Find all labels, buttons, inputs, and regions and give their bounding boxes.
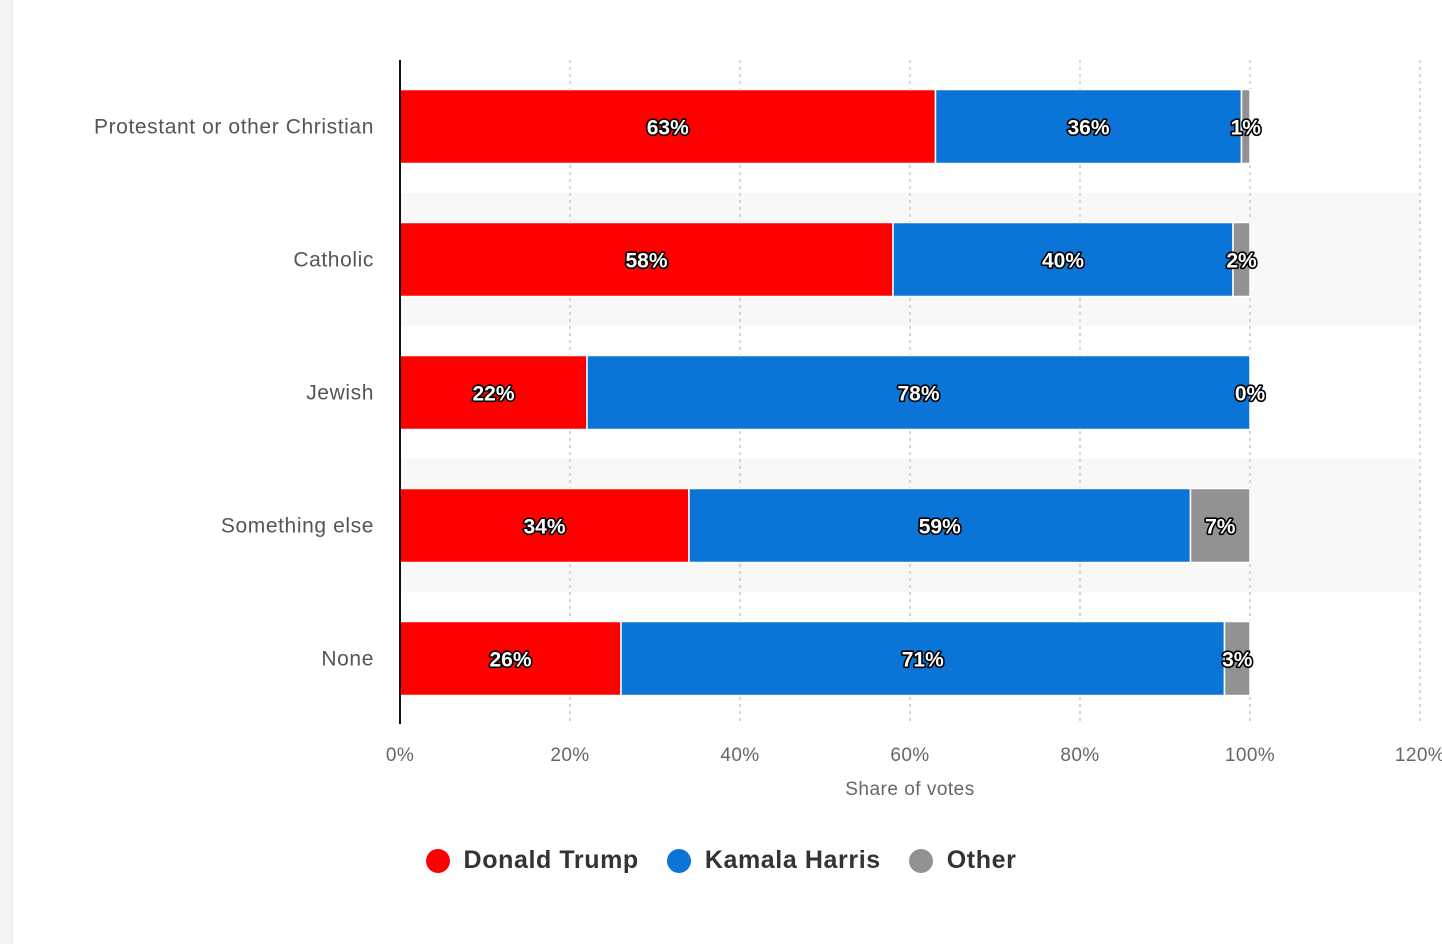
category-label-jewish: Jewish <box>306 382 374 405</box>
data-label-donald-trump-jewish: 22% <box>472 383 514 406</box>
bar-group-protestant-or-other-christian: 63% 36% 1% <box>399 88 1263 165</box>
x-tick-label: 20% <box>550 745 589 766</box>
bar-group-catholic: 58% 40% 2% <box>399 221 1259 298</box>
legend: Donald Trump Kamala Harris Other <box>0 846 1442 875</box>
legend-marker-icon <box>666 848 691 873</box>
legend-label: Kamala Harris <box>704 846 881 874</box>
bar-donald-trump-catholic[interactable] <box>399 221 894 298</box>
category-label-protestant-or-other-christian: Protestant or other Christian <box>94 116 374 139</box>
data-label-other-catholic: 2% <box>1226 250 1257 273</box>
bars: 63% 36% 1% 58% 40% 2% 22% 78% 0% 34% 59% 7% 26% 71% 3% <box>399 88 1267 697</box>
data-label-donald-trump-protestant-or-other-christian: 63% <box>647 117 689 140</box>
data-label-donald-trump-none: 26% <box>489 649 531 672</box>
data-label-donald-trump-something-else: 34% <box>523 516 565 539</box>
data-label-donald-trump-catholic: 58% <box>625 250 667 273</box>
data-label-kamala-harris-protestant-or-other-christian: 36% <box>1067 117 1109 140</box>
bar-kamala-harris-jewish[interactable] <box>586 354 1251 431</box>
bar-other-protestant-or-other-christian[interactable] <box>1240 88 1251 165</box>
bar-donald-trump-none[interactable] <box>399 620 622 697</box>
data-label-other-jewish: 0% <box>1235 383 1266 406</box>
x-tick-labels: 0% 20% 40% 60% 80% 100% 120% <box>386 745 1442 766</box>
legend-label: Donald Trump <box>463 846 639 874</box>
x-tick-label: 60% <box>890 745 929 766</box>
data-label-other-protestant-or-other-christian: 1% <box>1231 117 1262 140</box>
bar-group-something-else: 34% 59% 7% <box>399 487 1251 564</box>
bar-donald-trump-something-else[interactable] <box>399 487 690 564</box>
legend-item-kamala-harris[interactable]: Kamala Harris <box>666 846 881 875</box>
bar-group-jewish: 22% 78% 0% <box>399 354 1267 431</box>
gridlines <box>569 60 1421 724</box>
x-tick-label: 120% <box>1395 745 1442 766</box>
x-tick-label: 100% <box>1225 745 1275 766</box>
category-label-catholic: Catholic <box>293 249 374 272</box>
data-label-kamala-harris-catholic: 40% <box>1042 250 1084 273</box>
category-label-something-else: Something else <box>221 515 374 538</box>
x-tick-label: 80% <box>1060 745 1099 766</box>
data-label-kamala-harris-jewish: 78% <box>897 383 939 406</box>
data-label-other-none: 3% <box>1222 649 1253 672</box>
data-label-kamala-harris-something-else: 59% <box>919 516 961 539</box>
x-axis-title: Share of votes <box>845 779 975 800</box>
legend-item-other[interactable]: Other <box>908 846 1017 875</box>
category-label-none: None <box>321 648 374 671</box>
legend-item-donald-trump[interactable]: Donald Trump <box>425 846 639 875</box>
legend-marker-icon <box>908 848 933 873</box>
bar-other-catholic[interactable] <box>1232 221 1251 298</box>
x-tick-label: 0% <box>386 745 414 766</box>
bar-other-none[interactable] <box>1223 620 1251 697</box>
bar-group-none: 26% 71% 3% <box>399 620 1254 697</box>
x-tick-label: 40% <box>720 745 759 766</box>
data-label-other-something-else: 7% <box>1205 516 1236 539</box>
stacked-bar-chart: 63% 36% 1% 58% 40% 2% 22% 78% 0% 34% 59% 7% 26% 71% 3%… <box>94 60 1442 800</box>
bar-kamala-harris-none[interactable] <box>620 620 1226 697</box>
bar-kamala-harris-protestant-or-other-christian[interactable] <box>934 88 1243 165</box>
legend-label: Other <box>946 846 1017 874</box>
data-label-kamala-harris-none: 71% <box>902 649 944 672</box>
bar-kamala-harris-catholic[interactable] <box>892 221 1234 298</box>
bar-donald-trump-protestant-or-other-christian[interactable] <box>399 88 937 165</box>
category-labels: Protestant or other Christian Catholic Jew… <box>94 116 374 671</box>
bar-kamala-harris-something-else[interactable] <box>688 487 1192 564</box>
legend-marker-icon <box>425 848 450 873</box>
bar-other-something-else[interactable] <box>1189 487 1251 564</box>
